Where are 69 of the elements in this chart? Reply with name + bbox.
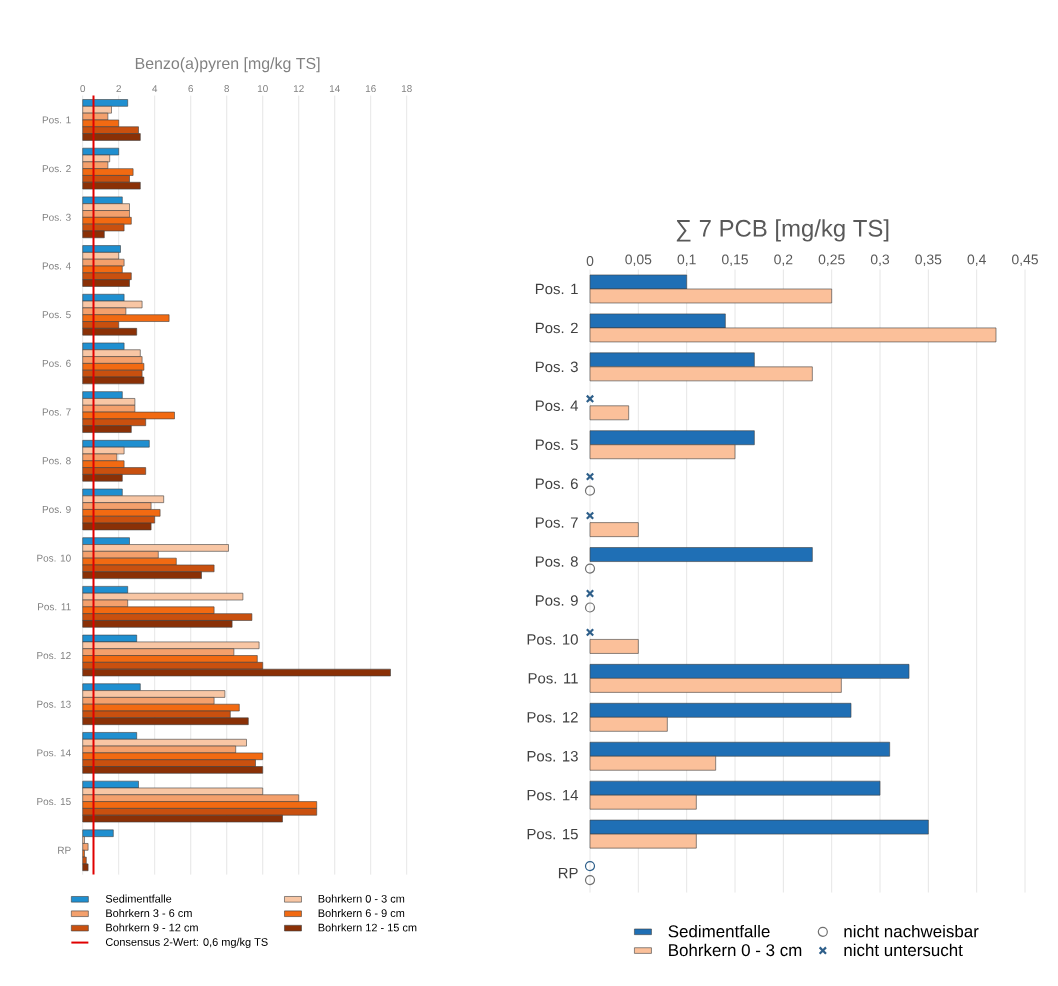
y-tick-label: Pos. 6 xyxy=(535,478,578,489)
x-tick-label: 0 xyxy=(586,256,594,266)
legend-label: Consensus 2-Wert: 0,6 mg/kg TS xyxy=(105,937,268,949)
y-tick-label: Pos. 5 xyxy=(535,439,578,450)
x-tick-label: 0,15 xyxy=(721,254,748,266)
y-tick-label: Pos. 1 xyxy=(535,283,578,295)
x-tick-label: 0,35 xyxy=(915,254,942,266)
y-tick-label: Pos. 12 xyxy=(37,652,71,660)
y-tick-label: Pos. 15 xyxy=(37,798,71,806)
y-tick-label: Pos. 11 xyxy=(528,673,578,684)
y-tick-label: Pos. 11 xyxy=(38,603,71,611)
y-tick-label: Pos. 1 xyxy=(42,116,71,124)
bar xyxy=(589,522,639,537)
y-tick-label: Pos. 9 xyxy=(535,595,578,606)
x-tick-label: 0,45 xyxy=(1011,254,1038,266)
x-tick-label: 2 xyxy=(116,85,121,93)
y-tick-label: Pos. 9 xyxy=(42,505,71,513)
y-tick-label: Pos. 13 xyxy=(37,700,71,708)
x-tick-label: 0,25 xyxy=(818,254,845,266)
legend-label: Sedimentfalle xyxy=(668,924,770,938)
legend-label: Bohrkern 12 - 15 cm xyxy=(318,923,417,932)
x-tick-label: 16 xyxy=(365,85,376,93)
legend-label: Bohrkern 6 - 9 cm xyxy=(318,909,405,918)
legend-label: Bohrkern 0 - 3 cm xyxy=(669,943,802,957)
x-tick-label: 0,1 xyxy=(677,254,696,266)
legend-label: nicht untersucht xyxy=(844,943,963,957)
y-tick-label: Pos. 15 xyxy=(527,828,578,840)
y-tick-label: Pos. 2 xyxy=(535,322,578,334)
y-tick-label: RP xyxy=(558,867,578,879)
x-tick-label: 0,05 xyxy=(625,254,652,266)
legend-label: Bohrkern 3 - 6 cm xyxy=(106,909,192,918)
chart-title: ∑ 7 PCB [mg/kg TS] xyxy=(676,219,889,242)
y-tick-label: Pos. 8 xyxy=(42,457,71,465)
y-tick-label: Pos. 5 xyxy=(42,311,71,319)
y-tick-label: Pos. 3 xyxy=(535,361,578,373)
bar xyxy=(589,639,639,654)
x-tick-label: 0,4 xyxy=(967,254,986,266)
y-tick-label: Pos. 14 xyxy=(37,749,71,757)
x-tick-label: 4 xyxy=(152,85,158,93)
legend-label: Bohrkern 0 - 3 cm xyxy=(318,894,405,903)
x-tick-label: 0,3 xyxy=(870,254,890,266)
x-tick-label: 0 xyxy=(80,85,86,93)
x-tick-label: 12 xyxy=(293,85,304,93)
bar xyxy=(589,405,629,421)
legend-label: Sedimentfalle xyxy=(105,894,172,903)
y-tick-label: Pos. 7 xyxy=(42,408,71,416)
y-tick-label: Pos. 7 xyxy=(535,517,578,528)
x-tick-label: 6 xyxy=(188,85,194,93)
y-tick-label: Pos. 2 xyxy=(42,165,71,173)
x-tick-label: 8 xyxy=(224,85,230,93)
y-tick-label: RP xyxy=(58,846,71,854)
y-tick-label: Pos. 4 xyxy=(42,262,71,270)
y-tick-label: Pos. 4 xyxy=(535,400,579,411)
y-tick-label: Pos. 8 xyxy=(535,556,578,567)
y-tick-label: Pos. 12 xyxy=(527,712,578,723)
legend-label: nicht nachweisbar xyxy=(844,924,979,938)
y-tick-label: Pos. 10 xyxy=(527,634,578,645)
x-tick-label: 18 xyxy=(401,85,412,93)
x-tick-label: 0,2 xyxy=(774,254,793,266)
y-tick-label: Pos. 14 xyxy=(527,789,579,801)
chart-title: Benzo(a)pyren [mg/kg TS] xyxy=(135,57,320,73)
bar xyxy=(589,547,813,562)
x-tick-label: 10 xyxy=(257,85,268,93)
y-tick-label: Pos. 10 xyxy=(37,554,71,562)
y-tick-label: Pos. 13 xyxy=(527,750,578,762)
y-tick-label: Pos. 6 xyxy=(42,359,71,367)
legend-label: Bohrkern 9 - 12 cm xyxy=(106,923,198,932)
y-tick-label: Pos. 3 xyxy=(42,213,71,221)
x-tick-label: 14 xyxy=(329,85,340,93)
